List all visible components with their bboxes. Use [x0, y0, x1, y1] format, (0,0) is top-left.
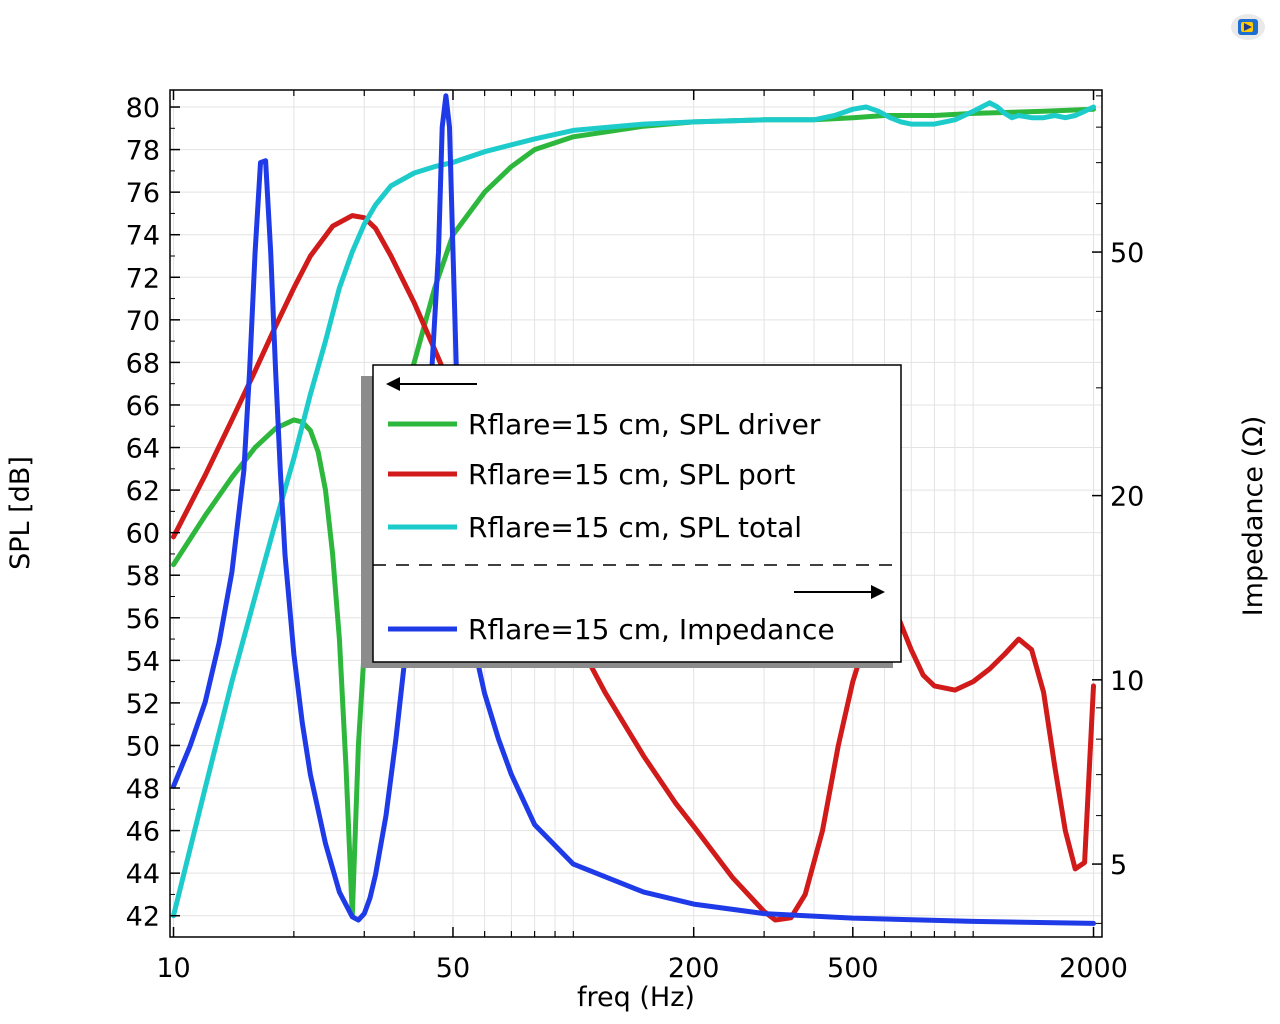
- plot-frame: [169, 89, 1103, 938]
- y2-tick-label: 20: [1110, 482, 1144, 513]
- axis-ticks: [170, 90, 1102, 938]
- y-axis-label: SPL [dB]: [5, 456, 36, 570]
- impedance-line: [171, 93, 1096, 926]
- legend-label-spl-total: Rflare=15 cm, SPL total: [468, 511, 802, 544]
- y-tick-label: 80: [126, 93, 160, 124]
- y-tick-label: 78: [126, 136, 160, 167]
- x-tick-label: 2000: [1059, 953, 1128, 984]
- y-tick-label: 70: [126, 306, 160, 337]
- x-tick-label: 500: [827, 953, 879, 984]
- legend-label-spl-port: Rflare=15 cm, SPL port: [468, 458, 795, 491]
- x-tick-label: 10: [156, 953, 190, 984]
- y-tick-label: 62: [126, 476, 160, 507]
- y-tick-label: 54: [126, 646, 160, 677]
- y-tick-label: 76: [126, 178, 160, 209]
- y-tick-label: 44: [126, 859, 160, 890]
- legend-label-spl-driver: Rflare=15 cm, SPL driver: [468, 408, 821, 441]
- y-tick-label: 68: [126, 348, 160, 379]
- y2-tick-label: 10: [1110, 666, 1144, 697]
- legend: Rflare=15 cm, SPL driver Rflare=15 cm, S…: [361, 364, 902, 668]
- x-axis-label: freq (Hz): [577, 982, 695, 1013]
- y-tick-label: 64: [126, 434, 160, 465]
- y-tick-label: 72: [126, 263, 160, 294]
- spl-total-line: [171, 100, 1096, 919]
- y2-tick-label: 5: [1110, 850, 1127, 881]
- app-logo-icon: [1231, 14, 1265, 40]
- y2-tick-label: 50: [1110, 238, 1144, 269]
- x-tick-label: 200: [668, 953, 720, 984]
- y-tick-label: 46: [126, 817, 160, 848]
- y-tick-label: 66: [126, 391, 160, 422]
- left-axis-arrow-head: [386, 377, 400, 391]
- y2-axis-label: Impedance (Ω): [1238, 416, 1269, 617]
- legend-box: [372, 364, 902, 663]
- y-tick-label: 42: [126, 902, 160, 933]
- y-tick-label: 60: [126, 519, 160, 550]
- plot-series: [171, 93, 1096, 926]
- y-tick-label: 56: [126, 604, 160, 635]
- y-tick-label: 58: [126, 561, 160, 592]
- right-axis-arrow-head: [871, 585, 885, 599]
- legend-label-impedance: Rflare=15 cm, Impedance: [468, 613, 835, 646]
- y-tick-label: 74: [126, 221, 160, 252]
- x-tick-label: 50: [436, 953, 470, 984]
- y-tick-label: 50: [126, 731, 160, 762]
- y-tick-label: 52: [126, 689, 160, 720]
- axis-tick-labels: 10 50 200 500 2000 42 44 46 48 50 52 54 56 58 60 62 64 66…: [126, 93, 1145, 984]
- y-tick-label: 48: [126, 774, 160, 805]
